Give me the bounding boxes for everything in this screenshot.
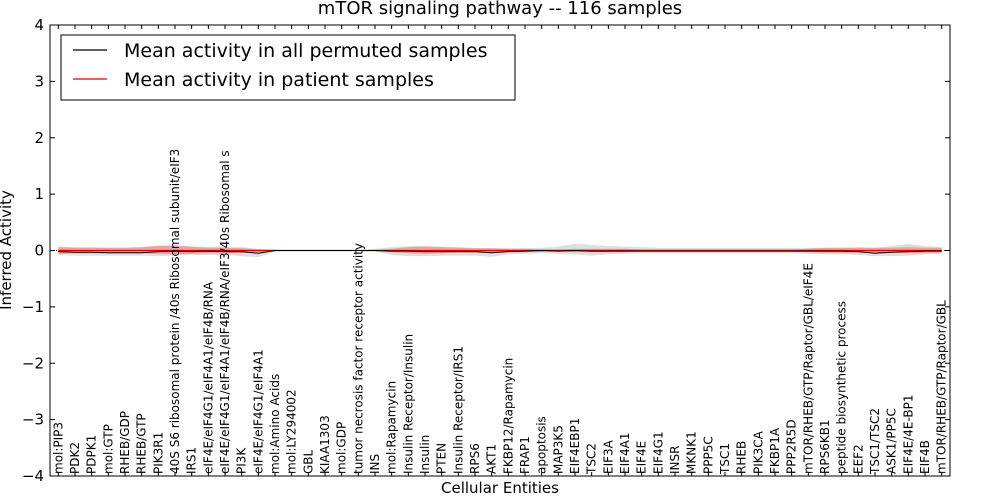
y-tick-label: 3	[34, 72, 44, 90]
x-tick-label: FKBP12/Rapamycin	[501, 358, 515, 474]
x-tick-label: mol:Amino Acids	[268, 374, 282, 474]
x-tick-label: FRAP1	[518, 436, 532, 474]
x-tick-label: RPS6KB1	[818, 419, 832, 474]
x-tick-label: peptide biosynthetic process	[835, 301, 849, 474]
x-tick-label: EIF3A	[601, 439, 615, 474]
x-tick-label: PDPK1	[85, 435, 99, 474]
legend-box	[60, 34, 516, 101]
x-tick-label: EIF4E/4E-BP1	[901, 394, 915, 474]
y-tick-label: 1	[34, 185, 44, 203]
x-tick-label: PIK3R1	[151, 432, 165, 474]
y-tick-label: −1	[22, 298, 44, 316]
series-0-line	[58, 249, 942, 254]
x-tick-label: mol:GDP	[335, 422, 349, 474]
x-tick-label: eIF4E/eIF4G1/eIF4A1	[251, 349, 265, 474]
x-tick-label: eIF4E/eIF4G1/eIF4A1/eIF4B/RNA	[201, 281, 215, 474]
y-tick-label: 4	[34, 16, 44, 34]
x-tick-label: MAP3K5	[551, 425, 565, 474]
y-tick-label: −3	[22, 411, 44, 429]
x-tick-label: eIF4E/eIF4G1/eIF4A1/eIF4B/RNA/eIF3/40s R…	[218, 150, 232, 474]
x-tick-label: TSC1/TSC2	[868, 408, 882, 475]
x-tick-label: INSR	[668, 446, 682, 474]
x-tick-label: AKT1	[485, 444, 499, 474]
x-tick-label: mol:GTP	[101, 424, 115, 474]
y-tick-label: −2	[22, 354, 44, 372]
x-tick-label: IRS1	[185, 447, 199, 474]
y-tick-label: 0	[34, 242, 44, 260]
legend-label-patient: Mean activity in patient samples	[124, 69, 434, 91]
legend: Mean activity in all permuted samples Me…	[60, 34, 516, 101]
x-tick-label: TSC2	[585, 443, 599, 475]
x-tick-label: tumor necrosis factor receptor activity	[351, 243, 365, 474]
y-axis-label: Inferred Activity	[0, 190, 15, 310]
x-axis-label: Cellular Entities	[441, 479, 559, 497]
x-tick-label: mol:PIP3	[51, 422, 65, 474]
chart-title: mTOR signaling pathway -- 116 samples	[318, 0, 682, 19]
x-tick-label: EEF2	[851, 444, 865, 474]
x-tick-label: PDK2	[68, 442, 82, 474]
x-tick-label: apoptosis	[535, 416, 549, 474]
plot-area	[50, 243, 950, 258]
x-tick-label: Insulin Receptor/IRS1	[451, 346, 465, 474]
x-tick-label: RHEB	[735, 441, 749, 474]
y-tick-label: −4	[22, 467, 44, 485]
x-tick-label: Insulin Receptor/Insulin	[401, 334, 415, 474]
x-tick-label: EIF4E	[635, 441, 649, 474]
y-axis: 4 3 2 1 0 −1 −2 −3 −4	[22, 16, 950, 485]
x-tick-label: mTOR/RHEB/GTP/Raptor/GBL/eIF4E	[801, 263, 815, 474]
x-tick-label: MKNK1	[685, 431, 699, 474]
x-axis: mol:PIP3 PDK2 PDPK1 mol:GTP RHEB/GDP RHEB/GTP…	[51, 25, 949, 476]
x-tick-label: RHEB/GDP	[118, 411, 132, 474]
x-tick-label: TSC1	[718, 443, 732, 475]
x-tick-label: EIF4B	[918, 440, 932, 474]
x-tick-label: FKBP1A	[768, 427, 782, 474]
x-tick-label: mol:Rapamycin	[385, 381, 399, 474]
x-tick-label: PTEN	[435, 443, 449, 474]
x-tick-label: PPP2R5D	[785, 419, 799, 474]
x-tick-label: ASK1/PP5C	[885, 408, 899, 474]
legend-label-permuted: Mean activity in all permuted samples	[124, 40, 487, 62]
x-tick-label: EIF4A1	[618, 432, 632, 474]
x-tick-label: PI3K	[235, 447, 249, 474]
x-tick-label: mTOR/RHEB/GTP/Raptor/GBL	[935, 300, 949, 474]
x-tick-label: KIAA1303	[318, 415, 332, 474]
x-tick-label: 40S S6 ribosomal protein /40s Ribosomal …	[168, 149, 182, 474]
x-tick-label: PIK3CA	[751, 430, 765, 474]
x-tick-label: INS	[368, 454, 382, 474]
x-tick-label: GBL	[301, 449, 315, 474]
x-tick-label: EIF4EBP1	[568, 418, 582, 474]
y-tick-label: 2	[34, 129, 44, 147]
x-tick-label: EIF4G1	[651, 431, 665, 474]
x-tick-label: mol:LY294002	[285, 389, 299, 474]
x-tick-label: RHEB/GTP	[135, 413, 149, 474]
x-tick-label: RPS6	[468, 443, 482, 474]
x-tick-label: Insulin	[418, 435, 432, 474]
x-tick-label: PPP5C	[701, 436, 715, 474]
